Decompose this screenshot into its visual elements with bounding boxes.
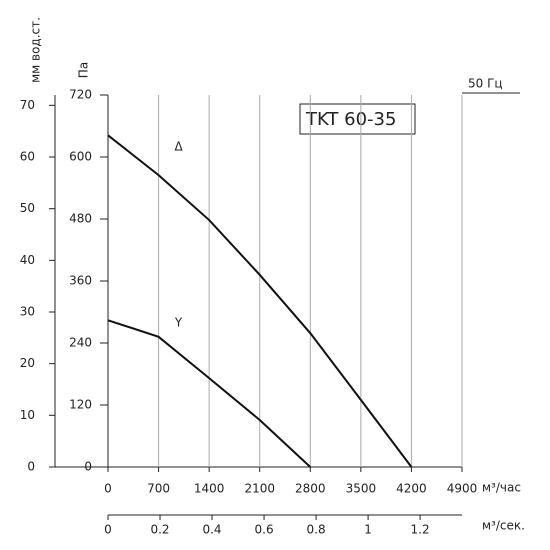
- x2-tick-label: 0.4: [202, 523, 221, 537]
- x2-tick-label: 0.2: [150, 523, 169, 537]
- x-tick-label: 700: [147, 482, 170, 496]
- x-axis-label: м³/час: [482, 481, 521, 495]
- title-box: [299, 103, 416, 135]
- x-tick-label: 4200: [396, 482, 427, 496]
- y-tick-label: 480: [69, 212, 92, 226]
- chart-title: TKT 60-35: [305, 109, 396, 130]
- y-axis-label: Па: [77, 62, 91, 78]
- x2-tick-label: 0: [104, 523, 112, 537]
- x-tick-label: 2100: [244, 482, 275, 496]
- y2-tick-label: 0: [27, 460, 35, 474]
- y2-axis-label: мм вод.ст.: [29, 17, 43, 83]
- y2-tick-label: 70: [20, 98, 35, 112]
- curve-label: Y: [174, 315, 183, 329]
- y-tick-label: 120: [69, 398, 92, 412]
- x-tick-label: 3500: [346, 482, 377, 496]
- y2-tick-label: 40: [20, 253, 35, 267]
- curve: [107, 319, 311, 468]
- x2-tick-label: 1: [364, 523, 372, 537]
- y2-tick-label: 50: [20, 201, 35, 215]
- curve: [107, 134, 413, 468]
- x-tick-label: 4900: [447, 482, 478, 496]
- x2-tick-label: 1.2: [411, 523, 430, 537]
- y2-tick-label: 60: [20, 150, 35, 164]
- y2-tick-label: 30: [20, 305, 35, 319]
- y-tick-label: 360: [69, 274, 92, 288]
- x-tick-label: 0: [104, 482, 112, 496]
- x2-axis-label: м³/сек.: [482, 519, 525, 533]
- y-tick-label: 240: [69, 336, 92, 350]
- y2-tick-label: 20: [20, 356, 35, 370]
- x2-tick-label: 0.6: [255, 523, 274, 537]
- curve-label: Δ: [174, 140, 183, 154]
- frequency-label: 50 Гц: [468, 77, 503, 91]
- x-tick-label: 2800: [295, 482, 326, 496]
- x2-tick-label: 0.8: [307, 523, 326, 537]
- x-tick-label: 1400: [194, 482, 225, 496]
- y-tick-label: 0: [84, 460, 92, 474]
- y-tick-label: 720: [69, 88, 92, 102]
- y-tick-label: 600: [69, 150, 92, 164]
- y2-tick-label: 10: [20, 408, 35, 422]
